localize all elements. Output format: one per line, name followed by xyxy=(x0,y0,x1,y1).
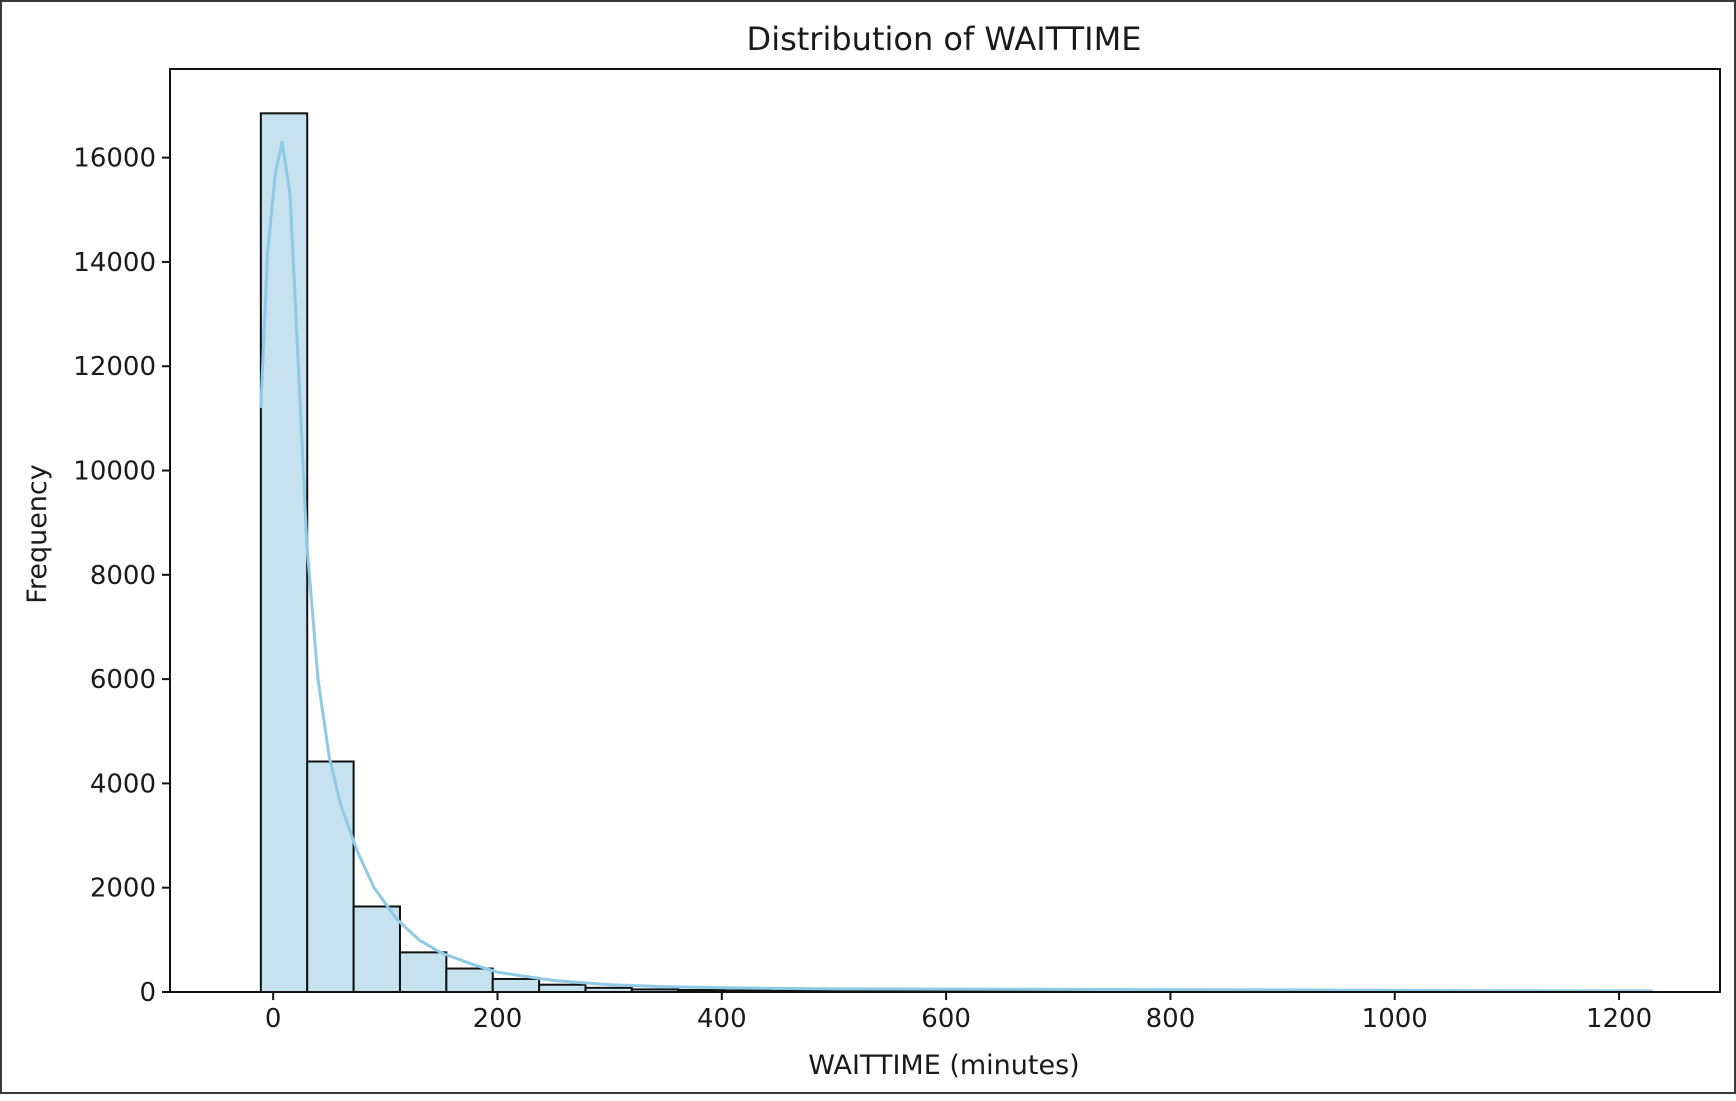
histogram-bar xyxy=(539,985,585,992)
y-tick-label: 10000 xyxy=(73,457,156,487)
y-axis-label: Frequency xyxy=(22,464,53,604)
y-tick-label: 4000 xyxy=(90,769,156,799)
x-tick-label: 400 xyxy=(697,1004,747,1034)
x-tick-label: 800 xyxy=(1146,1004,1196,1034)
histogram-bar xyxy=(354,906,400,992)
y-tick-label: 16000 xyxy=(73,144,156,174)
plot-area-frame xyxy=(170,69,1720,992)
chart-title: Distribution of WAITTIME xyxy=(747,20,1142,58)
bars-layer xyxy=(261,113,1652,992)
histogram-bar xyxy=(400,952,446,992)
x-tick-label: 200 xyxy=(473,1004,523,1034)
x-tick-label: 1200 xyxy=(1586,1004,1652,1034)
y-axis-ticks: 0 2000 4000 6000 8000 10000 12000 14000 16000 xyxy=(73,144,170,1008)
x-axis-label: WAITTIME (minutes) xyxy=(808,1050,1079,1081)
y-tick-label: 12000 xyxy=(73,352,156,382)
kde-curve xyxy=(261,142,1653,991)
histogram-bar xyxy=(493,979,539,992)
x-tick-label: 1000 xyxy=(1362,1004,1428,1034)
y-tick-label: 6000 xyxy=(90,665,156,695)
y-tick-label: 14000 xyxy=(73,248,156,278)
y-tick-label: 0 xyxy=(139,978,156,1008)
y-tick-label: 2000 xyxy=(90,874,156,904)
kde-layer xyxy=(261,142,1653,991)
histogram-bar xyxy=(307,762,353,992)
x-axis-ticks: 0 200 400 600 800 1000 1200 xyxy=(265,992,1652,1034)
x-tick-label: 0 xyxy=(265,1004,282,1034)
y-tick-label: 8000 xyxy=(90,561,156,591)
histogram-bar xyxy=(446,969,492,992)
x-tick-label: 600 xyxy=(921,1004,971,1034)
